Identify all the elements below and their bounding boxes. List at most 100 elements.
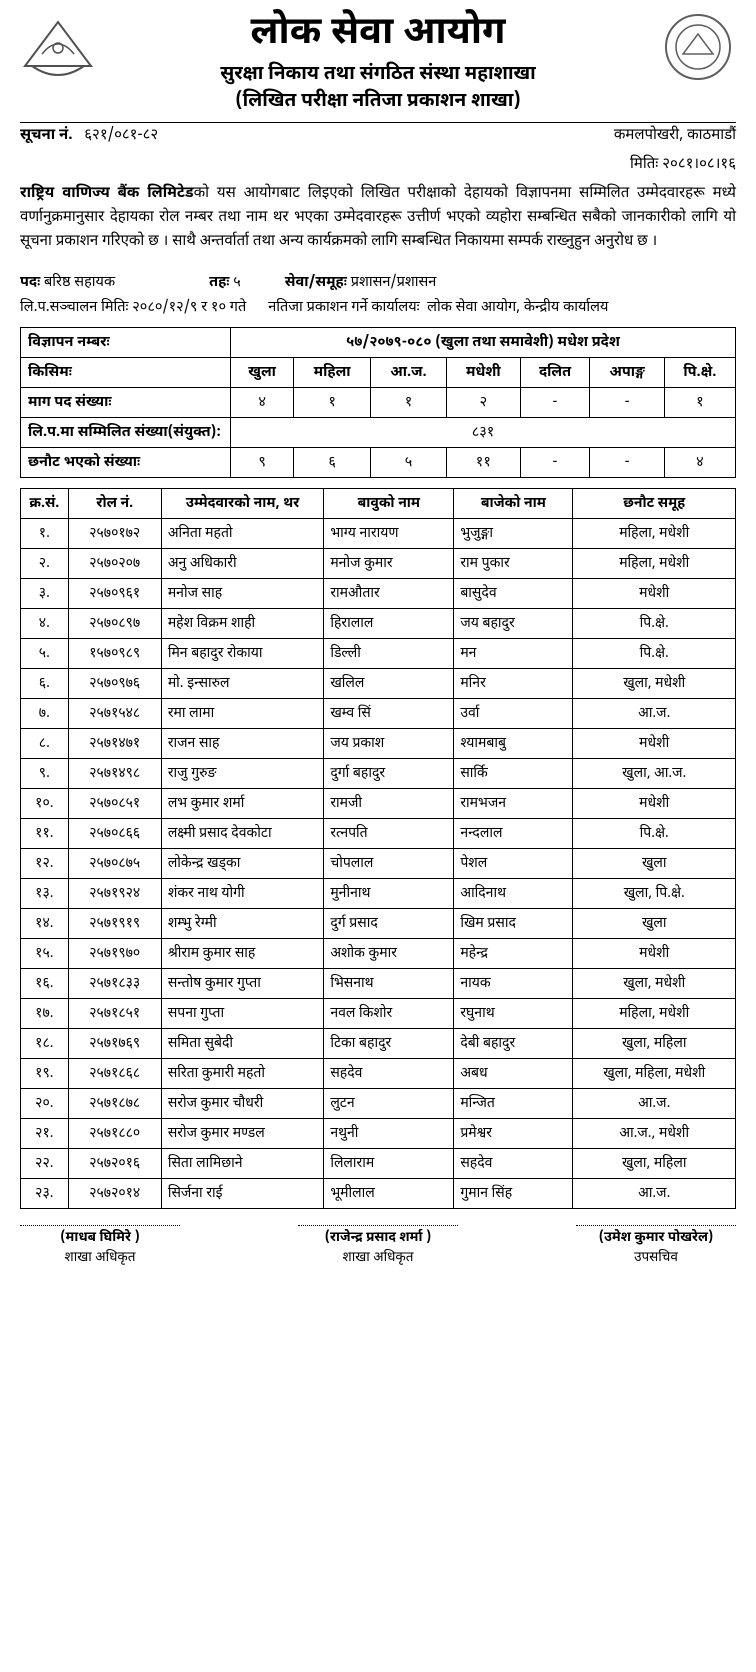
selected-row: छनौट भएको संख्याः ९ ६ ५ ११ - - ४ [21,447,736,477]
table-row: २२.२५७२०१६सिता लामिछानेलिलारामसहदेवखुला,… [21,1148,736,1178]
table-cell: पि.क्षे. [573,818,736,848]
table-cell: राम पुकार [454,548,573,578]
table-cell: २५७०९६१ [68,578,161,608]
table-cell: टिका बहादुर [324,1028,454,1058]
table-row: १.२५७०१७२अनिता महतोभाग्य नारायणभुजुङ्गाम… [21,518,736,548]
table-cell: पेशल [454,848,573,878]
table-cell: २३. [21,1178,69,1208]
table-row: २.२५७०२०७अनु अधिकारीमनोज कुमारराम पुकारम… [21,548,736,578]
table-cell: आ.ज. [573,1088,736,1118]
table-cell: रामऔतार [324,578,454,608]
table-cell: १. [21,518,69,548]
table-cell: २५७०८७५ [68,848,161,878]
table-cell: खुला [573,848,736,878]
table-row: १३.२५७१९२४शंकर नाथ योगीमुनीनाथआदिनाथखुला… [21,878,736,908]
table-cell: २५७०२०७ [68,548,161,578]
table-cell: बासुदेव [454,578,573,608]
table-cell: रामभजन [454,788,573,818]
table-cell: मो. इन्सारुल [161,668,324,698]
table-cell: २५७१५४८ [68,698,161,728]
header-divider [20,122,736,123]
table-row: १२.२५७०८७५लोकेन्द्र खड्काचोपलालपेशलखुला [21,848,736,878]
table-cell: मन्जित [454,1088,573,1118]
table-row: १७.२५७१८५१सपना गुप्तानवल किशोररघुनाथमहिल… [21,998,736,1028]
table-row: ५.१५७०९८९मिन बहादुर रोकायाडिल्लीमनपि.क्ष… [21,638,736,668]
table-row: ९.२५७१४९८राजु गुरुङदुर्गा बहादुरसार्किखु… [21,758,736,788]
table-cell: मधेशी [573,788,736,818]
table-cell: २५७२०१४ [68,1178,161,1208]
table-cell: ९. [21,758,69,788]
table-cell: ३. [21,578,69,608]
table-cell: लिलाराम [324,1148,454,1178]
table-cell: २५७१९७० [68,938,161,968]
notice-number: सूचना नं. ६२१/०८१-८२ [20,127,158,146]
table-cell: खुला, महिला, मधेशी [573,1058,736,1088]
table-cell: जय बहादुर [454,608,573,638]
results-table: क्र.सं. रोल नं. उम्मेदवारको नाम, थर बावु… [20,488,736,1209]
table-cell: २५७०८६६ [68,818,161,848]
table-cell: लभ कुमार शर्मा [161,788,324,818]
table-cell: नथुनी [324,1118,454,1148]
table-cell: प्रमेश्वर [454,1118,573,1148]
table-cell: रत्नपति [324,818,454,848]
table-cell: नन्दलाल [454,818,573,848]
table-cell: सन्तोष कुमार गुप्ता [161,968,324,998]
dept-title: सुरक्षा निकाय तथा संगठित संस्था महाशाखा [96,62,660,87]
signature-block: (माधब घिमिरे ) शाखा अधिकृत [20,1225,180,1267]
table-cell: २०. [21,1088,69,1118]
table-cell: मिन बहादुर रोकाया [161,638,324,668]
table-cell: रामजी [324,788,454,818]
table-cell: नवल किशोर [324,998,454,1028]
table-cell: खम्व सिं [324,698,454,728]
table-cell: हिरालाल [324,608,454,638]
table-cell: भुजुङ्गा [454,518,573,548]
office-location: कमलपोखरी, काठमाडौं [614,127,736,146]
table-cell: मनोज साह [161,578,324,608]
table-cell: ११. [21,818,69,848]
table-cell: १२. [21,848,69,878]
table-cell: रमा लामा [161,698,324,728]
table-cell: १७. [21,998,69,1028]
summary-table: विज्ञापन नम्बरः ५७/२०७९-०८० (खुला तथा सम… [20,327,736,478]
table-cell: अनिता महतो [161,518,324,548]
results-header-row: क्र.सं. रोल नं. उम्मेदवारको नाम, थर बावु… [21,488,736,518]
table-cell: भाग्य नारायण [324,518,454,548]
table-cell: अशोक कुमार [324,938,454,968]
table-cell: खुला, मधेशी [573,668,736,698]
table-cell: भिसनाथ [324,968,454,998]
table-cell: सरोज कुमार मण्डल [161,1118,324,1148]
post-info-row-2: लि.प.सञ्चालन मितिः २०८०/१२/९ र १० गते नत… [20,298,736,317]
table-cell: महिला, मधेशी [573,998,736,1028]
table-cell: २५७१९२४ [68,878,161,908]
table-row: १९.२५७१८६८सरिता कुमारी महतोसहदेवअबधखुला,… [21,1058,736,1088]
table-cell: खुला, आ.ज. [573,758,736,788]
table-cell: महेन्द्र [454,938,573,968]
table-cell: २५७०८५१ [68,788,161,818]
table-row: ११.२५७०८६६लक्ष्मी प्रसाद देवकोटारत्नपतिन… [21,818,736,848]
table-row: १८.२५७१७६९समिता सुबेदीटिका बहादुरदेबी बह… [21,1028,736,1058]
table-cell: १९. [21,1058,69,1088]
table-cell: रघुनाथ [454,998,573,1028]
table-row: २१.२५७१८८०सरोज कुमार मण्डलनथुनीप्रमेश्वर… [21,1118,736,1148]
table-cell: नायक [454,968,573,998]
table-cell: मुनीनाथ [324,878,454,908]
table-cell: २५७१९१९ [68,908,161,938]
table-cell: दुर्ग प्रसाद [324,908,454,938]
table-cell: २५७१८५१ [68,998,161,1028]
table-cell: खुला, महिला [573,1148,736,1178]
table-cell: ६. [21,668,69,698]
date-row: मितिः २०८१।०८।१६ [20,156,736,175]
table-cell: लुटन [324,1088,454,1118]
table-cell: राजन साह [161,728,324,758]
table-cell: २५७१४७१ [68,728,161,758]
table-cell: जय प्रकाश [324,728,454,758]
demand-row: माग पद संख्याः ४ १ १ २ - - १ [21,387,736,417]
table-cell: २५७२०१६ [68,1148,161,1178]
table-cell: सिता लामिछाने [161,1148,324,1178]
table-cell: पि.क्षे. [573,638,736,668]
table-cell: २५७१४९८ [68,758,161,788]
table-cell: लक्ष्मी प्रसाद देवकोटा [161,818,324,848]
table-cell: आ.ज. [573,1178,736,1208]
table-row: १५.२५७१९७०श्रीराम कुमार साहअशोक कुमारमहे… [21,938,736,968]
table-cell: ४. [21,608,69,638]
